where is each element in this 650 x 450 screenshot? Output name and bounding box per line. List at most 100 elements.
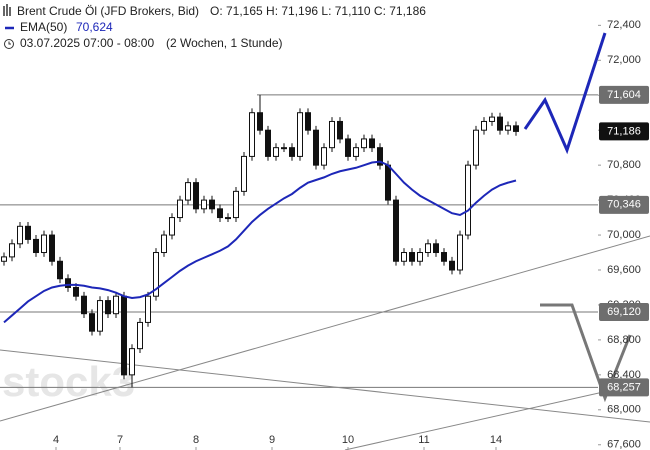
icon-clock-hands (8, 41, 11, 45)
candle-body (89, 313, 95, 332)
icon-candles (3, 4, 11, 16)
candle-body (393, 199, 399, 262)
candle-body (153, 252, 159, 297)
candle-body (49, 234, 55, 262)
candle-body (169, 217, 175, 236)
period: 03.07.2025 07:00 - 08:00 (20, 36, 154, 50)
candle-body (489, 116, 495, 122)
candle-body (281, 147, 287, 150)
candle-body (513, 125, 519, 132)
trend-line (0, 235, 650, 422)
candle-body (257, 112, 263, 131)
icon-clock (4, 39, 14, 49)
candle-body (305, 112, 311, 131)
header: Brent Crude Öl (JFD Brokers, Bid) O: 71,… (3, 4, 426, 50)
candle-body (289, 147, 295, 157)
candle-body (265, 129, 271, 157)
last-price-label: 71,186 (607, 125, 641, 137)
candle-body (81, 295, 87, 315)
x-tick-label: 10 (342, 434, 354, 446)
candle-body (41, 234, 47, 254)
candle-body (241, 155, 247, 192)
candle-body (129, 348, 135, 376)
x-tick-label: 8 (193, 434, 199, 446)
level-label: 68,257 (607, 381, 641, 393)
candle-body (57, 260, 63, 280)
y-tick-label: 68,400 (607, 369, 641, 381)
level-box (599, 378, 649, 397)
candle-body (481, 120, 487, 131)
candle-body (121, 295, 127, 376)
candle-body (201, 199, 207, 210)
candle-body (433, 243, 439, 254)
x-tick-label: 9 (269, 434, 275, 446)
last-price-box (599, 122, 649, 141)
candle-body (97, 300, 103, 332)
candle-body (497, 116, 503, 131)
candle-body (345, 138, 351, 157)
candle-body (329, 120, 335, 149)
candle-body (369, 138, 375, 149)
y-tick-label: 69,600 (607, 264, 641, 276)
candle-body (193, 182, 199, 210)
ema-name: EMA(50) (20, 20, 67, 34)
candle-body (401, 252, 407, 262)
candle-body (161, 234, 167, 254)
y-tick-label: 68,800 (607, 334, 641, 346)
level-box (599, 302, 649, 321)
candle-body (273, 147, 279, 157)
candle-body (73, 286, 79, 297)
candle-body (233, 190, 239, 219)
level-label: 69,120 (607, 306, 641, 318)
candle-body (65, 278, 71, 288)
y-tick-label: 70,000 (607, 229, 641, 241)
candle-body (385, 164, 391, 201)
trend-line (0, 349, 650, 423)
candle-body (177, 199, 183, 219)
level-label: 70,346 (607, 199, 641, 211)
candle-body (137, 321, 143, 350)
forecast-down (540, 303, 632, 403)
level-box (599, 85, 649, 104)
x-tick-label: 11 (418, 434, 429, 446)
candle-body (9, 243, 15, 258)
candle-body (185, 182, 191, 201)
candle-body (113, 295, 119, 315)
ema-value: 70,624 (76, 20, 113, 34)
candle-body (457, 234, 463, 271)
watermark: stock3 (2, 358, 135, 405)
y-tick-label: 72,000 (607, 54, 641, 66)
ohlc-values: O: 71,165 H: 71,196 L: 71,110 C: 71,186 (210, 4, 426, 18)
candle-body (361, 138, 367, 149)
y-tick-label: 68,000 (607, 404, 641, 416)
level-box (599, 195, 649, 214)
candle-body (17, 225, 23, 245)
candle-body (249, 112, 255, 157)
candle-body (353, 147, 359, 157)
candle-body (209, 199, 215, 210)
candle-body (145, 295, 151, 323)
candle-body (105, 300, 111, 315)
candle-body (337, 120, 343, 140)
ema-line (3, 160, 517, 324)
forecast-up (523, 32, 607, 155)
candle-body (1, 256, 7, 262)
instrument-title: Brent Crude Öl (JFD Brokers, Bid) (17, 4, 199, 18)
candle-body (425, 243, 431, 254)
candle-body (465, 164, 471, 236)
candle-body (313, 129, 319, 166)
candle-body (417, 252, 423, 262)
candle-body (217, 208, 223, 219)
candle-body (321, 147, 327, 166)
candle-body (449, 260, 455, 271)
candle-body (225, 217, 231, 220)
range: (2 Wochen, 1 Stunde) (166, 36, 283, 50)
trend-line (344, 385, 631, 450)
candle-body (441, 252, 447, 262)
x-tick-label: 4 (53, 434, 59, 446)
candle-body (377, 147, 383, 166)
x-tick-label: 7 (117, 434, 123, 446)
candle-body (505, 125, 511, 131)
